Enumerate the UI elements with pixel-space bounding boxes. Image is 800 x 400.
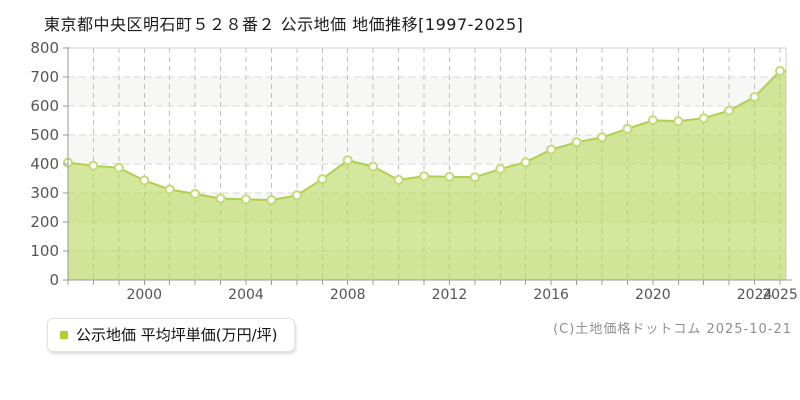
data-point-marker xyxy=(342,155,353,166)
data-point-marker xyxy=(190,188,201,199)
page-title: 東京都中央区明石町５２８番２ 公示地価 地価推移[1997-2025] xyxy=(44,15,524,34)
data-point-marker xyxy=(113,162,124,173)
x-tick-label: 2012 xyxy=(432,287,468,303)
data-point-marker xyxy=(469,172,480,183)
data-point-marker xyxy=(393,174,404,185)
data-point-marker xyxy=(622,123,633,134)
x-tick-label: 2016 xyxy=(533,287,569,303)
data-point-marker xyxy=(215,193,226,204)
x-tick-label: 2020 xyxy=(635,287,671,303)
data-point-marker xyxy=(724,105,735,116)
grid-band xyxy=(68,48,786,77)
y-tick-label: 600 xyxy=(30,97,59,115)
data-point-marker xyxy=(571,137,582,148)
data-point-marker xyxy=(241,194,251,205)
data-point-marker xyxy=(419,171,429,182)
data-point-marker xyxy=(520,157,531,168)
data-point-marker xyxy=(88,160,99,171)
legend-series-marker-icon xyxy=(60,330,68,339)
grid-band xyxy=(68,77,786,106)
data-point-marker xyxy=(673,116,684,127)
copyright-text: (C)土地価格ドットコム 2025-10-21 xyxy=(553,322,792,337)
data-point-marker xyxy=(698,113,709,124)
data-point-marker xyxy=(749,92,760,102)
data-point-marker xyxy=(597,132,607,143)
data-point-marker xyxy=(291,190,302,201)
data-point-marker xyxy=(546,144,557,155)
legend: 公示地価 平均坪単価(万円/坪) xyxy=(47,318,295,352)
data-point-marker xyxy=(775,65,785,76)
y-tick-label: 0 xyxy=(49,271,59,289)
data-point-marker xyxy=(317,174,328,185)
x-tick-label: 2024 xyxy=(737,287,773,303)
data-point-marker xyxy=(444,171,455,182)
y-tick-label: 400 xyxy=(30,155,59,173)
x-tick-label: 2004 xyxy=(228,287,264,303)
data-point-marker xyxy=(647,115,658,126)
area-fill xyxy=(68,70,786,281)
y-tick-label: 300 xyxy=(30,184,59,202)
data-point-marker xyxy=(266,195,277,205)
data-point-marker xyxy=(368,161,379,172)
x-tick-label: 2025 xyxy=(762,287,798,303)
legend-series-label: 公示地価 平均坪単価(万円/坪) xyxy=(76,326,278,344)
y-tick-label: 700 xyxy=(30,68,59,86)
x-tick-label: 2008 xyxy=(330,287,366,303)
data-point-marker xyxy=(139,175,150,186)
y-tick-label: 500 xyxy=(30,126,59,144)
data-point-marker xyxy=(164,184,175,195)
y-tick-label: 100 xyxy=(30,242,59,260)
data-point-marker xyxy=(495,163,506,174)
x-tick-label: 2000 xyxy=(126,287,162,303)
y-tick-label: 200 xyxy=(30,213,59,231)
y-tick-label: 800 xyxy=(30,39,59,57)
